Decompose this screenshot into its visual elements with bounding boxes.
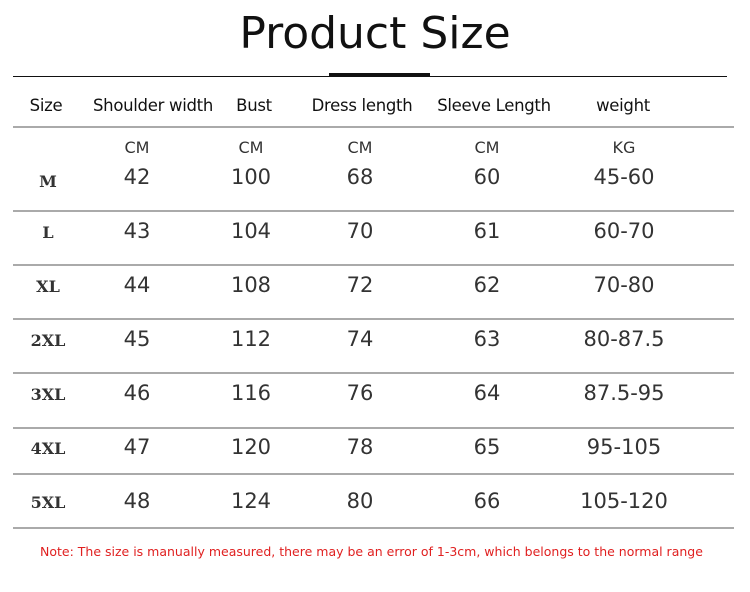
unit-label: CM: [238, 138, 264, 157]
cell-value: 120: [230, 435, 272, 459]
column-header: Shoulder width: [92, 96, 214, 115]
cell-value: 80: [346, 489, 374, 513]
row-divider: [13, 372, 734, 374]
size-label: M: [39, 172, 57, 191]
row-divider: [13, 210, 734, 212]
cell-value: 70: [346, 219, 374, 243]
cell-value: 61: [473, 219, 501, 243]
cell-value: 47: [123, 435, 151, 459]
cell-value: 48: [123, 489, 151, 513]
unit-label: CM: [347, 138, 373, 157]
size-label: 2XL: [30, 331, 66, 350]
unit-label: CM: [124, 138, 150, 157]
cell-value: 72: [346, 273, 374, 297]
cell-value: 124: [230, 489, 272, 513]
size-label: L: [42, 223, 54, 242]
row-divider: [13, 473, 734, 475]
size-label: 4XL: [30, 439, 66, 458]
cell-value: 100: [230, 165, 272, 189]
row-divider: [13, 264, 734, 266]
cell-value: 60-70: [593, 219, 655, 243]
row-divider: [13, 126, 734, 128]
cell-value: 64: [473, 381, 501, 405]
column-header: weight: [596, 96, 650, 115]
cell-value: 46: [123, 381, 151, 405]
cell-value: 45: [123, 327, 151, 351]
cell-value: 105-120: [580, 489, 668, 513]
cell-value: 76: [346, 381, 374, 405]
cell-value: 80-87.5: [583, 327, 665, 351]
cell-value: 68: [346, 165, 374, 189]
cell-value: 74: [346, 327, 374, 351]
row-divider: [13, 427, 734, 429]
cell-value: 42: [123, 165, 151, 189]
cell-value: 45-60: [593, 165, 655, 189]
unit-label: CM: [474, 138, 500, 157]
row-divider: [13, 318, 734, 320]
cell-value: 66: [473, 489, 501, 513]
page-title: Product Size: [239, 8, 511, 59]
cell-value: 87.5-95: [583, 381, 665, 405]
column-header: Size: [29, 96, 63, 115]
cell-value: 112: [230, 327, 272, 351]
cell-value: 70-80: [593, 273, 655, 297]
cell-value: 60: [473, 165, 501, 189]
cell-value: 78: [346, 435, 374, 459]
cell-value: 44: [123, 273, 151, 297]
row-divider: [13, 527, 734, 529]
cell-value: 43: [123, 219, 151, 243]
size-label: XL: [36, 277, 60, 296]
cell-value: 95-105: [586, 435, 662, 459]
cell-value: 63: [473, 327, 501, 351]
column-header: Sleeve Length: [437, 96, 551, 115]
cell-value: 116: [230, 381, 272, 405]
unit-label: KG: [612, 138, 636, 157]
column-header: Dress length: [311, 96, 413, 115]
size-label: 5XL: [30, 493, 66, 512]
cell-value: 65: [473, 435, 501, 459]
cell-value: 108: [230, 273, 272, 297]
cell-value: 62: [473, 273, 501, 297]
column-header: Bust: [236, 96, 272, 115]
size-label: 3XL: [30, 385, 66, 404]
title-accent-bar: [329, 73, 430, 77]
cell-value: 104: [230, 219, 272, 243]
measurement-note: Note: The size is manually measured, the…: [40, 544, 703, 559]
